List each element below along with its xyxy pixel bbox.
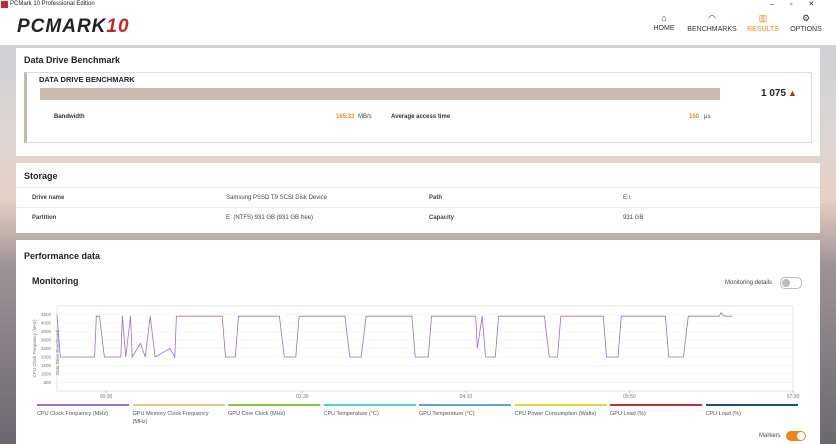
- y-tick-label: 3500: [41, 329, 52, 334]
- score: 1 075: [761, 88, 787, 99]
- legend-label: GPU Memory Clock Frequency (MHz): [132, 411, 209, 425]
- app-icon: [1, 1, 8, 8]
- y-tick-label: 1000: [41, 372, 52, 377]
- unit: MB/s: [358, 114, 372, 120]
- legend-item[interactable]: GPU Load (%): [610, 404, 702, 418]
- legend-item[interactable]: CPU Clock Frequency (MHz): [37, 404, 129, 418]
- nav-label: BENCHMARKS: [687, 26, 737, 33]
- x-tick-label: 05:50: [623, 394, 636, 400]
- details-toggle[interactable]: [780, 277, 802, 289]
- header: PCMARK10: [0, 9, 836, 45]
- label: Drive name: [32, 195, 65, 201]
- nav-item[interactable]: ◠ BENCHMARKS: [684, 13, 740, 33]
- heading: Data Drive Benchmark: [24, 55, 121, 65]
- heading: Storage: [24, 171, 58, 181]
- legend-label: CPU Temperature (°C): [323, 411, 379, 417]
- value: 931 GB: [623, 215, 644, 221]
- toggle-label: Monitoring details: [725, 280, 773, 286]
- x-tick-label: 07:30: [787, 394, 800, 400]
- logo-number: 10: [106, 16, 130, 37]
- window-controls[interactable]: –▫✕: [770, 1, 831, 8]
- x-tick-label: 04:10: [460, 394, 473, 400]
- toggle-label: Markers: [759, 433, 781, 439]
- legend-label: CPU Clock Frequency (MHz): [37, 411, 108, 417]
- legend-item[interactable]: CPU Temperature (°C): [323, 404, 416, 418]
- label: Partition: [32, 215, 57, 221]
- icon: ⌂: [661, 13, 667, 23]
- divider: [16, 187, 820, 188]
- marker-label: Data Drive Benchmark: [55, 329, 60, 375]
- performance-card: Performance data Monitoring Monitoring d…: [16, 240, 820, 444]
- x-tick-label: 00:30: [100, 394, 113, 400]
- storage-card: Storage Drive name Samsung PSSD T9 SCSI …: [16, 163, 820, 233]
- label: Capacity: [429, 215, 455, 221]
- legend-item[interactable]: GPU Core Clock (MHz): [228, 404, 320, 418]
- y-tick-label: 3000: [41, 338, 52, 343]
- icon: ⚙: [801, 13, 811, 23]
- legend-label: GPU Core Clock (MHz): [228, 411, 286, 417]
- knob: [782, 279, 790, 287]
- subheading: Monitoring: [32, 276, 79, 286]
- value: 165.33: [336, 114, 355, 120]
- y-tick-label: 2500: [41, 346, 52, 351]
- y-axis-label: CPU Clock Frequency (MHz): [32, 319, 37, 378]
- legend-item[interactable]: GPU Temperature (°C): [419, 404, 511, 418]
- nav-item[interactable]: ⚙ OPTIONS: [787, 13, 825, 33]
- y-tick-label: 4000: [41, 321, 52, 326]
- icon: ▥: [758, 13, 768, 23]
- label: Average access time: [391, 114, 451, 120]
- unit: μs: [704, 114, 711, 120]
- benchmark-name: DATA DRIVE BENCHMARK: [39, 75, 135, 84]
- nav-item[interactable]: ⌂ HOME: [648, 13, 680, 32]
- nav-label: HOME: [653, 25, 675, 32]
- legend-item[interactable]: GPU Memory Clock Frequency (MHz): [132, 404, 225, 426]
- knob: [797, 432, 805, 440]
- window-title: PCMark 10 Professional Edition: [10, 1, 95, 7]
- legend-label: CPU Power Consumption (Watts): [514, 411, 597, 417]
- score-bar: [40, 88, 720, 100]
- series-line: [56, 312, 733, 359]
- markers-toggle[interactable]: [786, 431, 806, 441]
- value: E:\: [623, 195, 631, 201]
- benchmark-card: Data Drive Benchmark DATA DRIVE BENCHMAR…: [16, 48, 820, 156]
- y-tick-label: 2000: [41, 355, 52, 360]
- label: Path: [429, 195, 443, 201]
- legend-item[interactable]: CPU Load (%): [705, 404, 798, 418]
- result-box: [24, 72, 812, 143]
- nav-label: OPTIONS: [790, 26, 822, 33]
- title-bar: PCMark 10 Professional Edition –▫✕: [0, 0, 836, 9]
- y-tick-label: 500: [43, 380, 51, 385]
- logo-text: PCMARK: [17, 16, 107, 37]
- nav-item[interactable]: ▥ RESULTS: [745, 13, 781, 33]
- icon: ◠: [708, 13, 716, 23]
- divider: [16, 207, 820, 208]
- y-tick-label: 4500: [41, 312, 52, 317]
- value: Samsung PSSD T9 SCSI Disk Device: [226, 195, 327, 201]
- x-tick-label: 02:30: [296, 394, 309, 400]
- value: E: (NTFS) 931 GB (931 GB free): [226, 215, 314, 221]
- legend-label: GPU Load (%): [610, 411, 646, 417]
- warning-icon: ▲: [788, 88, 797, 98]
- legend-item[interactable]: CPU Power Consumption (Watts): [514, 404, 607, 418]
- value: 150: [689, 114, 700, 120]
- logo: PCMARK10: [17, 16, 130, 38]
- y-tick-label: 1500: [41, 363, 52, 368]
- heading: Performance data: [24, 251, 101, 261]
- label: Bandwidth: [54, 114, 85, 120]
- legend-label: CPU Load (%): [705, 411, 741, 417]
- nav-label: RESULTS: [747, 26, 779, 33]
- legend-label: GPU Temperature (°C): [419, 411, 475, 417]
